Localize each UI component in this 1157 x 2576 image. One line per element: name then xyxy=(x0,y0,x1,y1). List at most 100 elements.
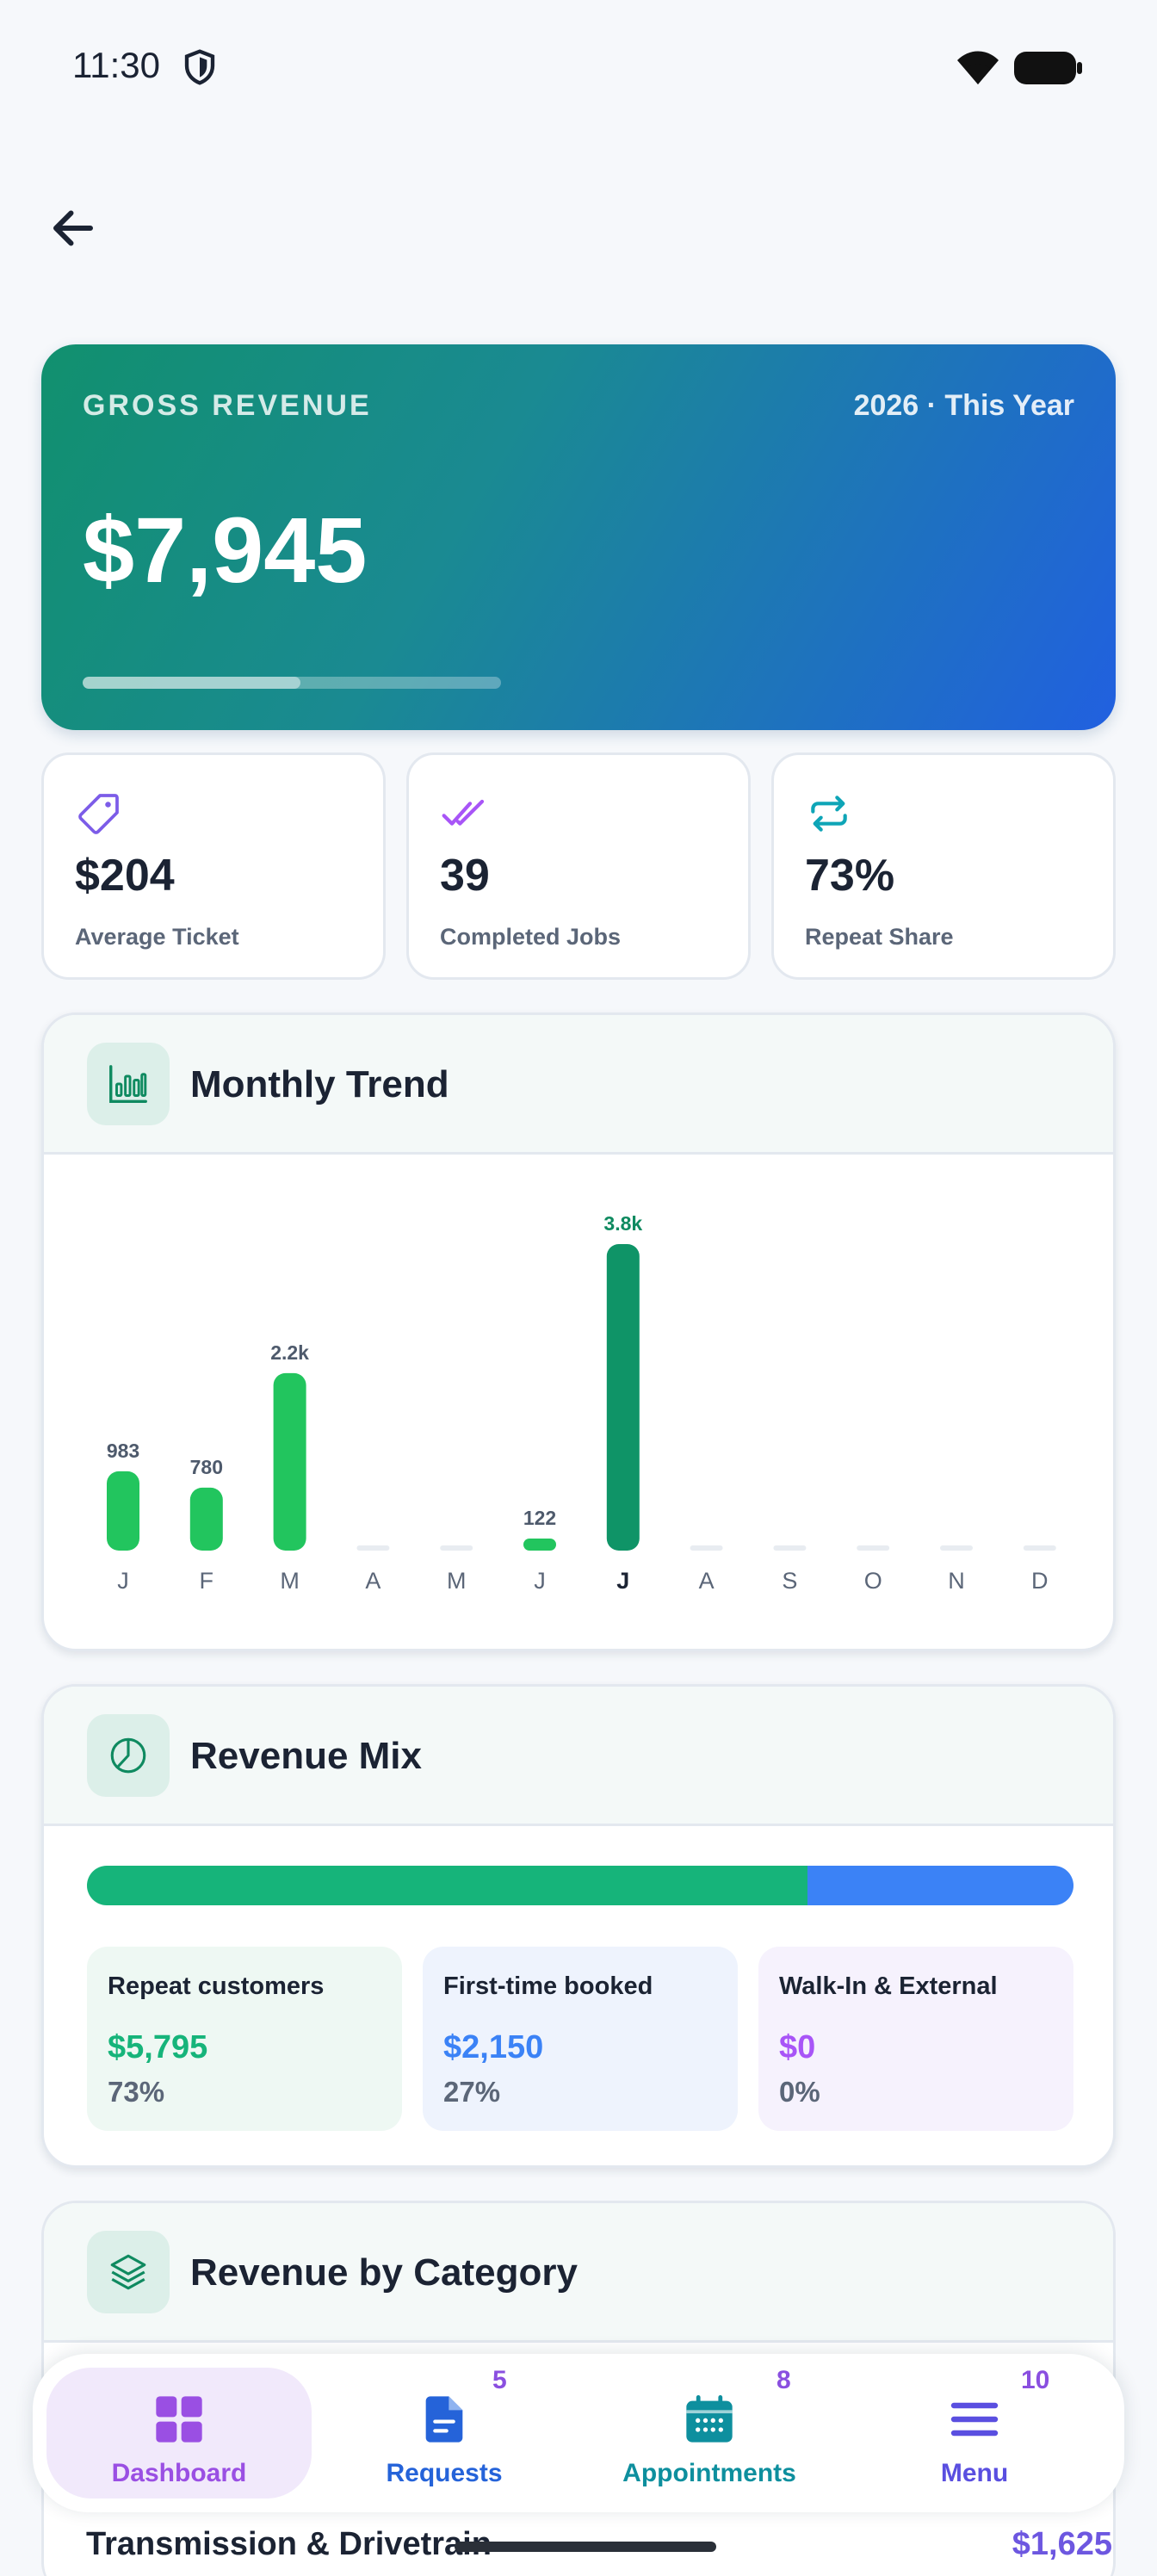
stat-label: Completed Jobs xyxy=(440,924,622,950)
month-tick-label: N xyxy=(948,1568,965,1594)
calendar-icon xyxy=(686,2395,733,2443)
bar-value-label: 780 xyxy=(190,1456,223,1478)
chart-bar xyxy=(606,1244,640,1551)
home-indicator xyxy=(455,2542,716,2552)
chart-bar-empty xyxy=(857,1545,890,1551)
nav-item-dashboard[interactable]: Dashboard xyxy=(46,2368,312,2499)
section-icon-box xyxy=(87,1714,170,1797)
stat-value: 39 xyxy=(440,851,490,901)
double-check-icon xyxy=(442,799,485,826)
nav-label: Menu xyxy=(940,2459,1009,2487)
chart-bar-empty xyxy=(940,1545,973,1551)
month-tick-label: M xyxy=(447,1568,467,1594)
month-tick-label: O xyxy=(864,1568,882,1594)
nav-label: Requests xyxy=(386,2459,503,2487)
revenue-mix-card: Revenue Mix Repeat customers $5,795 73% … xyxy=(41,1684,1116,2168)
mix-percent: 73% xyxy=(108,2076,165,2108)
nav-badge: 10 xyxy=(1021,2366,1050,2394)
status-bar: 11:30 xyxy=(0,0,1157,138)
chart-bar-empty xyxy=(1023,1545,1056,1551)
bar-value-label: 983 xyxy=(107,1440,139,1462)
mix-segment xyxy=(87,1866,807,1905)
mix-name: First-time booked xyxy=(443,1972,653,2000)
bar-chart-icon xyxy=(109,1065,147,1103)
chart-bar xyxy=(273,1372,306,1551)
chart-bar xyxy=(107,1471,139,1551)
section-header: Revenue by Category xyxy=(44,2203,1113,2343)
chart-bar-empty xyxy=(773,1545,807,1551)
revenue-mix-bar xyxy=(87,1866,1073,1905)
chart-bar-empty xyxy=(356,1545,390,1551)
month-tick-label: S xyxy=(782,1568,797,1594)
bottom-navigation: Dashboard Requests 5 Appointments 8 Menu xyxy=(33,2354,1124,2512)
category-row-value: $1,625 xyxy=(1012,2526,1112,2562)
status-time: 11:30 xyxy=(72,45,160,85)
stat-label: Repeat Share xyxy=(805,924,954,950)
hero-label: GROSS REVENUE xyxy=(83,389,372,422)
bar-value-label: 122 xyxy=(523,1507,556,1529)
nav-badge: 8 xyxy=(776,2366,791,2394)
section-title: Revenue Mix xyxy=(190,1735,422,1777)
arrow-left-icon xyxy=(53,210,93,246)
monthly-trend-card: Monthly Trend 983 J 780 F 2.2k M A M 122 J 3.8k J A S… xyxy=(41,1012,1116,1651)
battery-icon xyxy=(1014,52,1082,84)
pie-chart-icon xyxy=(110,1737,146,1774)
document-icon xyxy=(425,2396,463,2443)
hero-amount: $7,945 xyxy=(83,498,368,602)
bar-value-label: 2.2k xyxy=(270,1341,309,1364)
section-header: Monthly Trend xyxy=(44,1015,1113,1155)
nav-item-requests[interactable]: Requests 5 xyxy=(312,2366,577,2499)
hero-progress-bar xyxy=(83,677,501,689)
chart-bar xyxy=(189,1487,223,1551)
hero-period: 2026 · This Year xyxy=(853,389,1074,422)
stat-card-completed-jobs: 39 Completed Jobs xyxy=(406,752,751,980)
back-button[interactable] xyxy=(43,198,103,258)
wifi-icon xyxy=(957,51,999,84)
month-tick-label: J xyxy=(616,1568,629,1594)
month-tick-label: D xyxy=(1031,1568,1049,1594)
section-icon-box xyxy=(87,1043,170,1125)
monthly-trend-chart: 983 J 780 F 2.2k M A M 122 J 3.8k J A S O N D xyxy=(107,1212,1056,1594)
repeat-icon xyxy=(811,796,847,832)
mix-percent: 27% xyxy=(443,2076,501,2108)
mix-amount: $2,150 xyxy=(443,2029,544,2065)
tag-icon xyxy=(78,794,119,834)
chart-bar-empty xyxy=(440,1545,473,1551)
month-tick-label: A xyxy=(699,1568,715,1594)
section-title: Monthly Trend xyxy=(190,1063,449,1105)
month-tick-label: A xyxy=(365,1568,381,1594)
nav-label: Dashboard xyxy=(111,2459,247,2487)
mix-segment xyxy=(807,1866,1073,1905)
mix-name: Repeat customers xyxy=(108,1972,325,2000)
layers-icon xyxy=(110,2254,146,2290)
shield-icon xyxy=(184,49,215,85)
mix-name: Walk-In & External xyxy=(779,1972,998,2000)
chart-bar xyxy=(523,1539,556,1551)
bar-value-label: 3.8k xyxy=(603,1212,642,1235)
nav-item-menu[interactable]: Menu 10 xyxy=(842,2366,1107,2499)
month-tick-label: J xyxy=(117,1568,129,1594)
mix-card-repeat-customers: Repeat customers $5,795 73% xyxy=(87,1947,402,2131)
dashboard-grid-icon xyxy=(156,2396,202,2443)
stat-card-average-ticket: $204 Average Ticket xyxy=(41,752,386,980)
mix-card-first-time-booked: First-time booked $2,150 27% xyxy=(423,1947,738,2131)
mix-card-walk-in-external: Walk-In & External $0 0% xyxy=(758,1947,1073,2131)
nav-badge: 5 xyxy=(492,2366,507,2394)
mix-amount: $5,795 xyxy=(108,2029,208,2065)
mix-amount: $0 xyxy=(779,2029,816,2065)
stat-value: 73% xyxy=(805,851,895,901)
section-icon-box xyxy=(87,2231,170,2313)
section-title: Revenue by Category xyxy=(190,2251,578,2294)
stat-card-repeat-share: 73% Repeat Share xyxy=(771,752,1116,980)
hamburger-menu-icon xyxy=(950,2402,999,2437)
nav-label: Appointments xyxy=(622,2459,796,2487)
stat-label: Average Ticket xyxy=(75,924,239,950)
category-row-name: Transmission & Drivetrain xyxy=(86,2526,492,2562)
nav-item-appointments[interactable]: Appointments 8 xyxy=(577,2366,842,2499)
section-header: Revenue Mix xyxy=(44,1687,1113,1826)
hero-progress-fill xyxy=(83,677,300,689)
chart-bar-empty xyxy=(690,1545,723,1551)
month-tick-label: F xyxy=(200,1568,214,1594)
mix-percent: 0% xyxy=(779,2076,820,2108)
stat-value: $204 xyxy=(75,851,175,901)
